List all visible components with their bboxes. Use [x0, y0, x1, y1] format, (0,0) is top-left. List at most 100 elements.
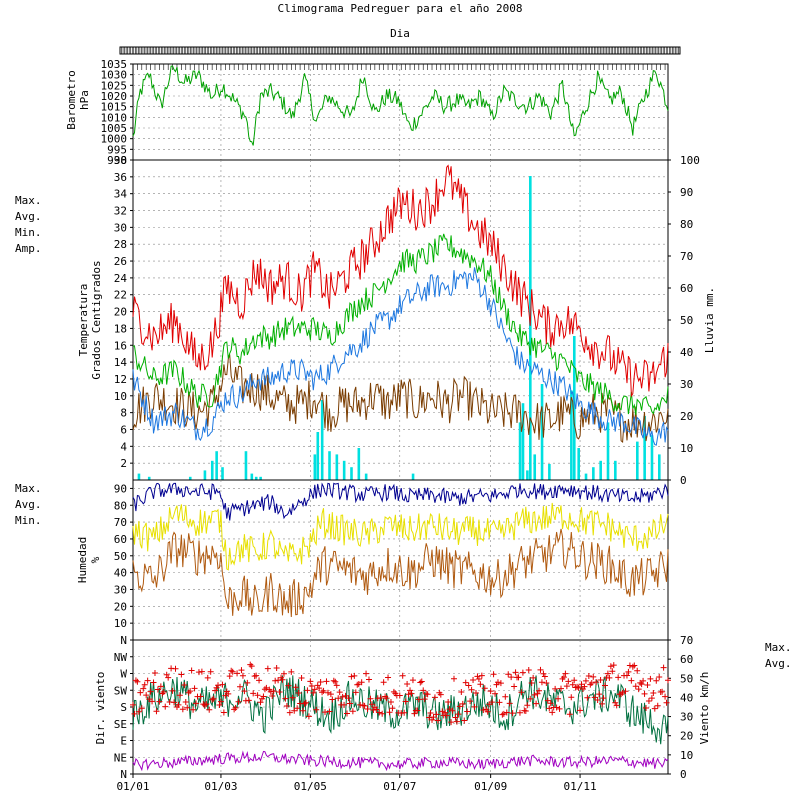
wind-dir-marker: [635, 686, 642, 693]
wind-dir-marker: [582, 677, 589, 684]
wind-dir-marker: [490, 671, 497, 678]
wind-dir-marker: [409, 677, 416, 684]
rain-bar: [250, 473, 254, 480]
wind-dir-marker: [310, 689, 317, 696]
wind-dir-marker: [541, 673, 548, 680]
barometer-ylabel-2: hPa: [78, 90, 91, 110]
barometer-ytick-label: 1005: [101, 122, 128, 135]
humidity-ytick-label: 80: [114, 499, 127, 512]
wind-dir-marker: [163, 671, 170, 678]
wind-dir-marker: [305, 713, 312, 720]
wind-dir-marker: [591, 694, 598, 701]
temperature-ytick-label: 30: [114, 221, 127, 234]
wind-dir-marker: [665, 677, 671, 684]
rain-ytick-label: 0: [680, 474, 687, 487]
rain-bar: [592, 467, 595, 480]
rain-bar: [350, 467, 353, 480]
wind-dir-marker: [198, 668, 205, 675]
wind-dir-marker: [512, 669, 519, 676]
rain-bar: [411, 473, 415, 480]
wind-dir-marker: [528, 680, 535, 687]
wind-dir-marker: [207, 668, 214, 675]
wind-dir-marker: [651, 705, 658, 712]
wind-dir-marker: [534, 690, 541, 697]
wind-dir-marker: [556, 705, 563, 712]
wind-speed-ytick-label: 0: [680, 768, 687, 781]
wind-dir-marker: [496, 699, 503, 706]
rain-bar: [518, 422, 522, 480]
x-tick-label: 01/03: [204, 780, 237, 793]
wind-dir-marker: [228, 667, 235, 674]
rain-bar: [320, 400, 324, 480]
wind-dir-marker: [138, 705, 145, 712]
wind-dir-marker: [257, 699, 264, 706]
wind-dir-marker: [401, 709, 408, 716]
wind-dir-marker: [429, 716, 436, 723]
humidity-ylabel-1: Humedad: [76, 537, 89, 583]
wind-dir-marker: [377, 694, 384, 701]
wind-dir-marker: [607, 663, 614, 670]
wind-dir-marker: [150, 679, 157, 686]
wind-ytick-label: NE: [114, 751, 127, 764]
barometer-frame: [132, 63, 669, 161]
humidity-ytick-label: 50: [114, 550, 127, 563]
wind-dir-marker: [415, 696, 422, 703]
wind-dir-marker: [536, 687, 543, 694]
wind-dir-marker: [143, 692, 150, 699]
wind-dir-marker: [197, 693, 204, 700]
wind-dir-marker: [319, 689, 326, 696]
barometer-ytick-label: 1035: [101, 58, 128, 71]
wind-dir-marker: [449, 707, 456, 714]
wind-dir-marker: [405, 691, 412, 698]
wind-ytick-label: W: [120, 668, 127, 681]
wind-dir-marker: [327, 691, 334, 698]
rain-bar: [342, 460, 346, 480]
wind-dir-marker: [515, 674, 522, 681]
wind-ytick-label: E: [120, 735, 127, 748]
wind-dir-marker: [540, 670, 547, 677]
rain-ytick-label: 60: [680, 282, 693, 295]
wind-dir-marker: [191, 685, 198, 692]
wind-dir-marker: [160, 688, 167, 695]
wind-dir-marker: [533, 700, 540, 707]
temperature-ytick-label: 6: [120, 423, 127, 436]
wind-dir-marker: [644, 682, 651, 689]
wind-dir-marker: [171, 699, 178, 706]
wind-dir-marker: [640, 677, 647, 684]
rain-bar: [584, 473, 588, 480]
wind-dir-marker: [379, 710, 386, 717]
barometer-ylabel-1: Barometro: [65, 70, 78, 130]
rain-ylabel: Lluvia mm.: [703, 287, 716, 353]
wind-dir-marker: [622, 688, 629, 695]
wind-dir-marker: [354, 681, 361, 688]
wind-dir-marker: [631, 662, 638, 669]
wind-dir-marker: [367, 695, 374, 702]
rain-bar: [606, 422, 610, 480]
wind-dir-marker: [471, 703, 478, 710]
wind-dir-marker: [330, 677, 337, 684]
temperature-min-line: [132, 267, 669, 446]
wind-ytick-label: N: [120, 634, 127, 647]
wind-dir-marker: [414, 707, 421, 714]
wind-dir-marker: [456, 703, 463, 710]
wind-dir-marker: [612, 699, 619, 706]
wind-dir-marker: [465, 682, 472, 689]
wind-dir-marker: [619, 689, 626, 696]
wind-dir-marker: [480, 707, 487, 714]
wind-dir-marker: [383, 695, 390, 702]
rain-ytick-label: 80: [680, 218, 693, 231]
legend-temp-avg: Avg.: [15, 210, 42, 223]
wind-dir-marker: [396, 692, 403, 699]
wind-dir-marker: [408, 690, 415, 697]
wind-dir-marker: [662, 693, 669, 700]
wind-dir-marker: [275, 677, 282, 684]
temperature-ytick-label: 4: [120, 440, 127, 453]
wind-dir-marker: [445, 698, 452, 705]
temperature-avg-line: [132, 233, 669, 416]
rain-bar: [357, 448, 361, 480]
x-tick-label: 01/05: [294, 780, 327, 793]
rain-bar: [650, 435, 654, 480]
wind-dir-marker: [505, 671, 512, 678]
wind-dir-marker: [543, 679, 550, 686]
